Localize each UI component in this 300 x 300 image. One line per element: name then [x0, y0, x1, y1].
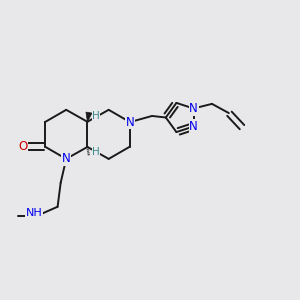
Text: H: H	[92, 148, 100, 158]
Text: N: N	[62, 152, 70, 165]
Text: N: N	[126, 116, 134, 129]
Text: H: H	[92, 111, 100, 121]
Polygon shape	[86, 112, 92, 122]
Text: NH: NH	[26, 208, 43, 218]
Text: O: O	[18, 140, 28, 153]
Text: N: N	[189, 102, 198, 115]
Text: N: N	[189, 120, 198, 133]
